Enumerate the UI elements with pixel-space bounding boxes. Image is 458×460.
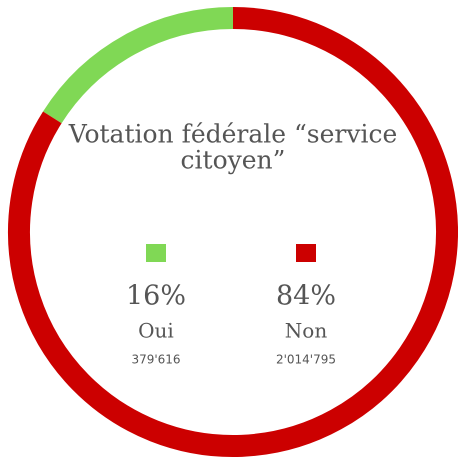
count-label: 379'616 xyxy=(131,353,180,367)
value-label: 16% xyxy=(126,281,186,312)
count-label: 2'014'795 xyxy=(276,353,336,367)
category-label: Oui xyxy=(138,319,174,343)
legend-swatch xyxy=(146,244,166,262)
donut-segment xyxy=(43,7,234,124)
value-label: 84% xyxy=(276,281,336,312)
chart-title-line-1: Votation fédérale “service xyxy=(68,120,398,149)
legend-swatch xyxy=(296,244,316,262)
chart-title-line-2: citoyen” xyxy=(181,146,286,175)
category-label: Non xyxy=(285,319,328,343)
donut-segment xyxy=(8,7,458,457)
